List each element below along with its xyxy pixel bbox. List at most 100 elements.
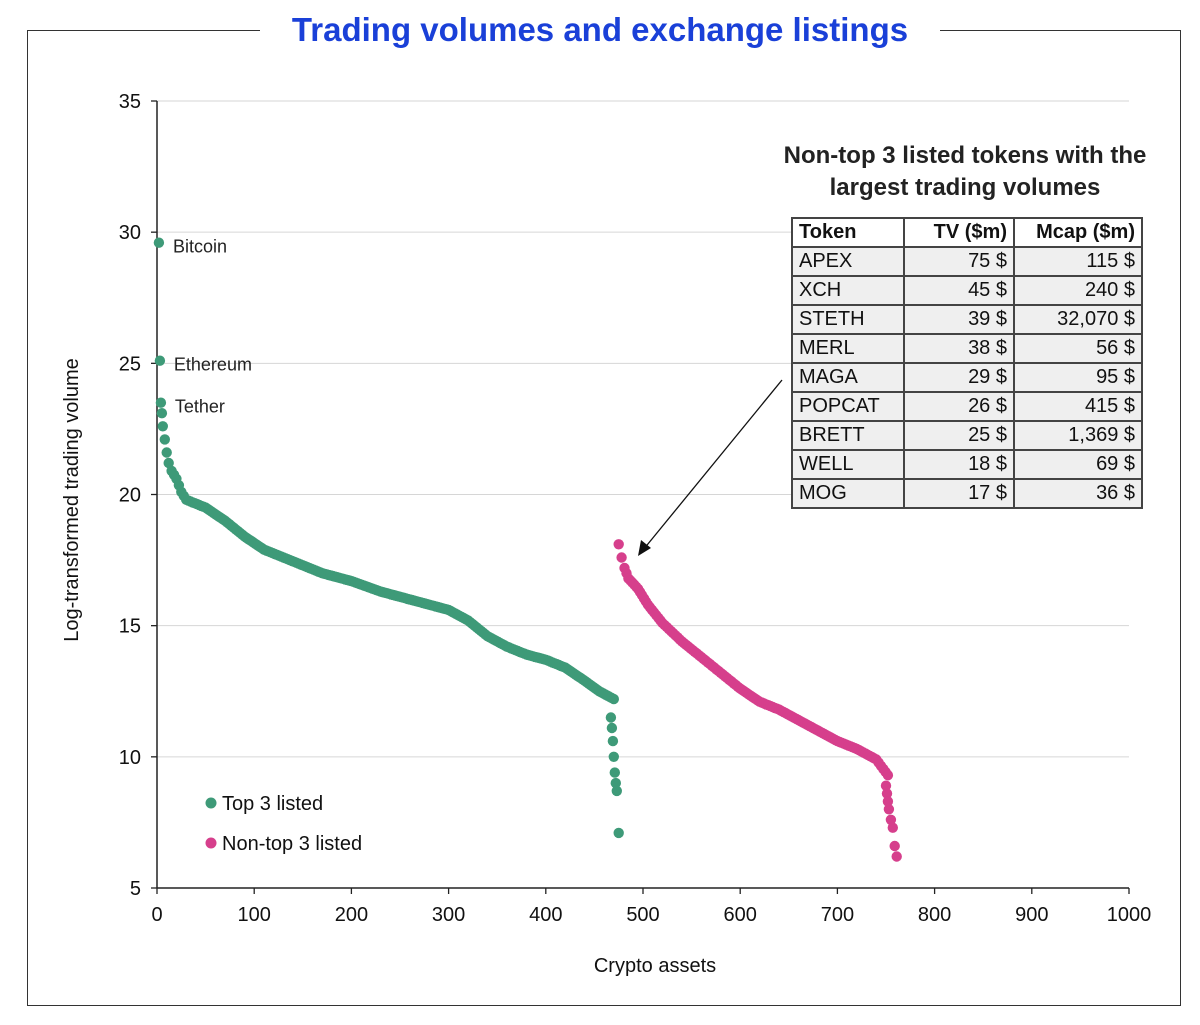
table-row: WELL 18 $69 $ bbox=[791, 449, 1143, 480]
x-tick-label: 900 bbox=[1015, 904, 1048, 926]
point-nontop3 bbox=[613, 539, 624, 550]
header-tv: TV ($m) bbox=[903, 217, 1015, 248]
data-points bbox=[153, 237, 902, 862]
x-tick-label: 0 bbox=[151, 904, 162, 926]
annotation-tether: Tether bbox=[175, 397, 225, 417]
cell-mcap: 36 $ bbox=[1013, 478, 1143, 509]
point-top3 bbox=[161, 447, 172, 458]
y-tick-label: 10 bbox=[119, 747, 141, 769]
x-tick-label: 1000 bbox=[1107, 904, 1152, 926]
y-tick-label: 35 bbox=[119, 91, 141, 113]
cell-token: MAGA bbox=[791, 362, 905, 393]
header-token: Token bbox=[791, 217, 905, 248]
y-tick-label: 30 bbox=[119, 222, 141, 244]
point-nontop3 bbox=[887, 822, 898, 833]
cell-token: MOG bbox=[791, 478, 905, 509]
cell-tv: 26 $ bbox=[903, 391, 1015, 422]
cell-token: APEX bbox=[791, 246, 905, 277]
cell-mcap: 240 $ bbox=[1013, 275, 1143, 306]
cell-tv: 17 $ bbox=[903, 478, 1015, 509]
point-top3 bbox=[157, 421, 168, 432]
cell-tv: 29 $ bbox=[903, 362, 1015, 393]
table-row: MAGA 29 $95 $ bbox=[791, 362, 1143, 393]
callout-arrow-head bbox=[638, 540, 651, 556]
point-top3 bbox=[153, 237, 165, 248]
cell-token: POPCAT bbox=[791, 391, 905, 422]
table-row: MOG 17 $36 $ bbox=[791, 478, 1143, 509]
annotation-ethereum: Ethereum bbox=[174, 355, 252, 375]
point-nontop3 bbox=[891, 851, 902, 862]
annotation-bitcoin: Bitcoin bbox=[173, 237, 227, 257]
inset-title: Non-top 3 listed tokens with the largest… bbox=[783, 142, 1147, 201]
cell-mcap: 69 $ bbox=[1013, 449, 1143, 480]
point-nontop3 bbox=[881, 788, 893, 799]
y-axis-label: Log-transformed trading volume bbox=[61, 358, 83, 641]
point-top3 bbox=[610, 777, 621, 789]
cell-tv: 18 $ bbox=[903, 449, 1015, 480]
table-row: XCH 45 $240 $ bbox=[791, 275, 1143, 306]
point-top3 bbox=[163, 457, 174, 469]
x-tick-label: 200 bbox=[335, 904, 368, 926]
point-top3 bbox=[159, 434, 170, 445]
cell-mcap: 95 $ bbox=[1013, 362, 1143, 393]
cell-tv: 25 $ bbox=[903, 420, 1015, 451]
point-top3 bbox=[608, 751, 619, 762]
point-top3 bbox=[608, 693, 619, 705]
header-mcap: Mcap ($m) bbox=[1013, 217, 1143, 248]
callout-arrow-line bbox=[642, 379, 783, 551]
y-tick-label: 5 bbox=[130, 878, 141, 900]
cell-tv: 75 $ bbox=[903, 246, 1015, 277]
cell-mcap: 56 $ bbox=[1013, 333, 1143, 364]
x-tick-label: 100 bbox=[238, 904, 271, 926]
point-nontop3 bbox=[880, 780, 892, 791]
point-top3 bbox=[155, 397, 167, 408]
point-top3 bbox=[609, 767, 620, 778]
point-top3 bbox=[156, 408, 168, 419]
x-tick-label: 800 bbox=[918, 904, 951, 926]
table-row: STETH 39 $32,070 $ bbox=[791, 304, 1143, 335]
y-tick-label: 25 bbox=[119, 353, 141, 375]
table-header-row: Token TV ($m) Mcap ($m) bbox=[791, 217, 1143, 248]
cell-tv: 45 $ bbox=[903, 275, 1015, 306]
axes bbox=[151, 100, 1130, 894]
tick-labels: 5 10 15 20 25 30 35 0 100 200 300 400 500 600 700 800 90… bbox=[119, 91, 1152, 926]
legend-marker-nontop3 bbox=[205, 837, 217, 849]
point-top3 bbox=[606, 722, 618, 734]
cell-token: MERL bbox=[791, 333, 905, 364]
point-nontop3 bbox=[882, 770, 894, 781]
point-nontop3 bbox=[885, 814, 897, 825]
point-nontop3 bbox=[616, 552, 627, 563]
legend-label-top3: Top 3 listed bbox=[222, 793, 323, 815]
table-row: MERL 38 $56 $ bbox=[791, 333, 1143, 364]
point-top3 bbox=[613, 827, 624, 839]
x-tick-label: 600 bbox=[724, 904, 757, 926]
point-nontop3 bbox=[889, 840, 900, 852]
cell-token: WELL bbox=[791, 449, 905, 480]
x-tick-label: 500 bbox=[626, 904, 659, 926]
page-title: Trading volumes and exchange listings bbox=[259, 8, 941, 52]
y-tick-label: 20 bbox=[119, 485, 141, 507]
cell-token: STETH bbox=[791, 304, 905, 335]
y-tick-label: 15 bbox=[119, 616, 141, 638]
cell-mcap: 415 $ bbox=[1013, 391, 1143, 422]
cell-tv: 38 $ bbox=[903, 333, 1015, 364]
table-row: APEX 75 $115 $ bbox=[791, 246, 1143, 277]
point-top3 bbox=[154, 355, 166, 366]
point-top3 bbox=[611, 785, 622, 797]
x-tick-label: 700 bbox=[821, 904, 854, 926]
point-top3 bbox=[607, 735, 619, 747]
cell-token: BRETT bbox=[791, 420, 905, 451]
cell-mcap: 32,070 $ bbox=[1013, 304, 1143, 335]
point-top3 bbox=[605, 712, 617, 723]
point-annotations: Bitcoin Ethereum Tether bbox=[173, 237, 252, 417]
table-row: BRETT 25 $1,369 $ bbox=[791, 420, 1143, 451]
title-bar: Trading volumes and exchange listings bbox=[0, 8, 1200, 52]
x-tick-label: 300 bbox=[432, 904, 465, 926]
x-axis-label: Crypto assets bbox=[594, 955, 716, 977]
legend-label-nontop3: Non-top 3 listed bbox=[222, 833, 362, 855]
x-tick-label: 400 bbox=[529, 904, 562, 926]
point-nontop3 bbox=[883, 804, 895, 815]
cell-tv: 39 $ bbox=[903, 304, 1015, 335]
token-table: Token TV ($m) Mcap ($m) APEX 75 $115 $ XC… bbox=[791, 217, 1143, 509]
point-nontop3 bbox=[882, 796, 894, 807]
